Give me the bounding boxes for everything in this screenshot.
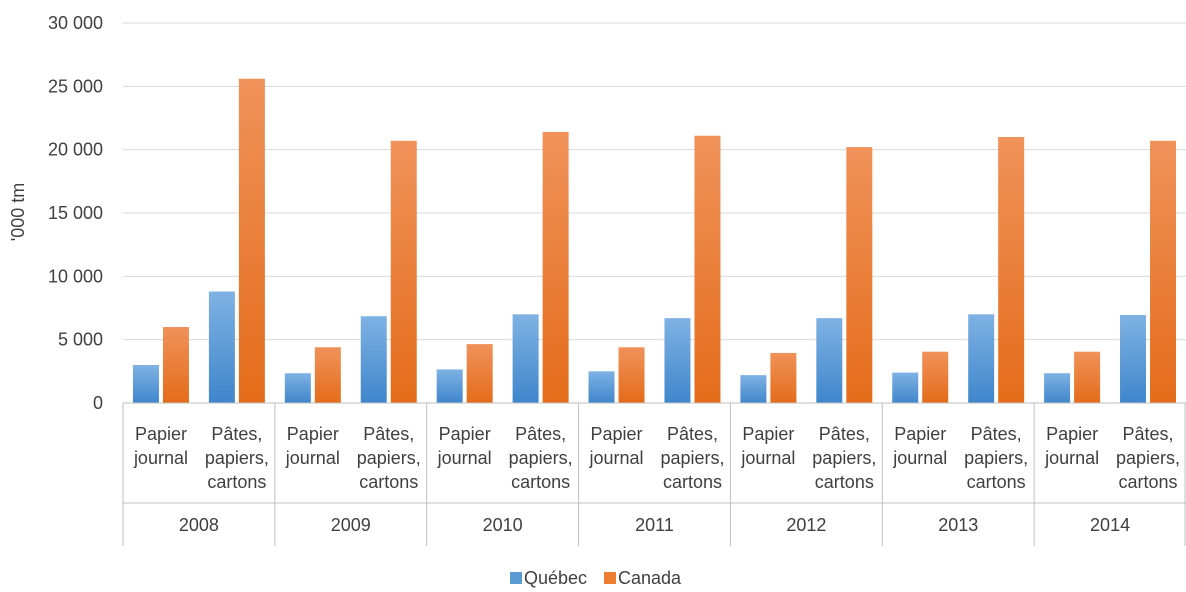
bar-qubec-2011-1 — [664, 318, 691, 403]
bars — [132, 78, 1177, 404]
x-subcategory-label: Papier journal — [892, 424, 947, 468]
bar-canada-2011-0 — [618, 347, 645, 403]
bar-qubec-2012-1 — [816, 318, 843, 403]
gridlines — [123, 22, 1186, 341]
x-subcategory-label: Papier journal — [133, 424, 188, 468]
x-year-label: 2010 — [483, 515, 523, 535]
y-tick-label: 20 000 — [48, 140, 103, 160]
bar-qubec-2013-0 — [892, 372, 919, 403]
bar-qubec-2009-1 — [360, 316, 387, 403]
bar-qubec-2014-0 — [1044, 373, 1071, 403]
y-tick-label: 15 000 — [48, 203, 103, 223]
x-subcategory-label: Pâtes, papiers, cartons — [509, 424, 573, 492]
x-axis: Papier journal Pâtes, papiers, cartons 2008 Pa… — [122, 402, 1186, 546]
legend-swatch-1 — [604, 572, 616, 584]
bar-qubec-2008-0 — [132, 365, 159, 403]
bar-qubec-2012-0 — [740, 375, 767, 403]
y-tick-label: 30 000 — [48, 13, 103, 33]
bar-canada-2009-1 — [390, 140, 417, 404]
bar-qubec-2009-0 — [284, 373, 311, 403]
legend-label-0: Québec — [524, 568, 587, 588]
legend: Québec Canada — [510, 568, 682, 588]
bar-canada-2014-1 — [1150, 140, 1177, 404]
legend-swatch-0 — [510, 572, 522, 584]
bar-canada-2010-1 — [542, 131, 569, 403]
x-subcategory-label: Papier journal — [740, 424, 795, 468]
bar-qubec-2011-0 — [588, 371, 615, 403]
bar-canada-2010-0 — [466, 344, 493, 403]
bar-qubec-2008-1 — [208, 291, 235, 403]
bar-qubec-2013-1 — [968, 314, 995, 403]
x-subcategory-label: Pâtes, papiers, cartons — [660, 424, 724, 492]
x-subcategory-label: Pâtes, papiers, cartons — [205, 424, 269, 492]
y-tick-label: 10 000 — [48, 266, 103, 286]
x-subcategory-label: Papier journal — [589, 424, 644, 468]
bar-canada-2012-0 — [770, 352, 797, 403]
bar-canada-2008-0 — [162, 327, 189, 403]
x-subcategory-label: Pâtes, papiers, cartons — [964, 424, 1028, 492]
x-year-label: 2013 — [938, 515, 978, 535]
bar-canada-2014-0 — [1074, 351, 1101, 403]
bar-canada-2013-0 — [922, 351, 949, 403]
bar-canada-2008-1 — [238, 78, 265, 403]
y-tick-label: 5 000 — [58, 330, 103, 350]
bar-qubec-2014-1 — [1120, 314, 1147, 403]
legend-label-1: Canada — [618, 568, 682, 588]
y-axis: 0 5 000 10 000 15 000 20 000 25 000 30 000 — [48, 13, 103, 413]
x-subcategory-label: Papier journal — [1044, 424, 1099, 468]
x-subcategory-label: Pâtes, papiers, cartons — [812, 424, 876, 492]
x-year-label: 2012 — [786, 515, 826, 535]
y-axis-label: '000 tm — [8, 183, 28, 241]
x-subcategory-label: Pâtes, papiers, cartons — [357, 424, 421, 492]
bar-qubec-2010-0 — [436, 369, 463, 403]
x-subcategory-label: Papier journal — [285, 424, 340, 468]
bar-canada-2013-1 — [998, 137, 1025, 403]
x-year-label: 2014 — [1090, 515, 1130, 535]
y-tick-label: 25 000 — [48, 76, 103, 96]
bar-qubec-2010-1 — [512, 314, 539, 403]
bar-canada-2011-1 — [694, 135, 721, 403]
x-year-label: 2011 — [635, 515, 674, 535]
x-year-label: 2008 — [179, 515, 219, 535]
y-tick-label: 0 — [93, 393, 103, 413]
x-subcategory-label: Pâtes, papiers, cartons — [1116, 424, 1180, 492]
bar-canada-2012-1 — [846, 147, 873, 403]
bar-canada-2009-0 — [314, 347, 341, 403]
x-year-label: 2009 — [331, 515, 371, 535]
x-subcategory-label: Papier journal — [437, 424, 492, 468]
